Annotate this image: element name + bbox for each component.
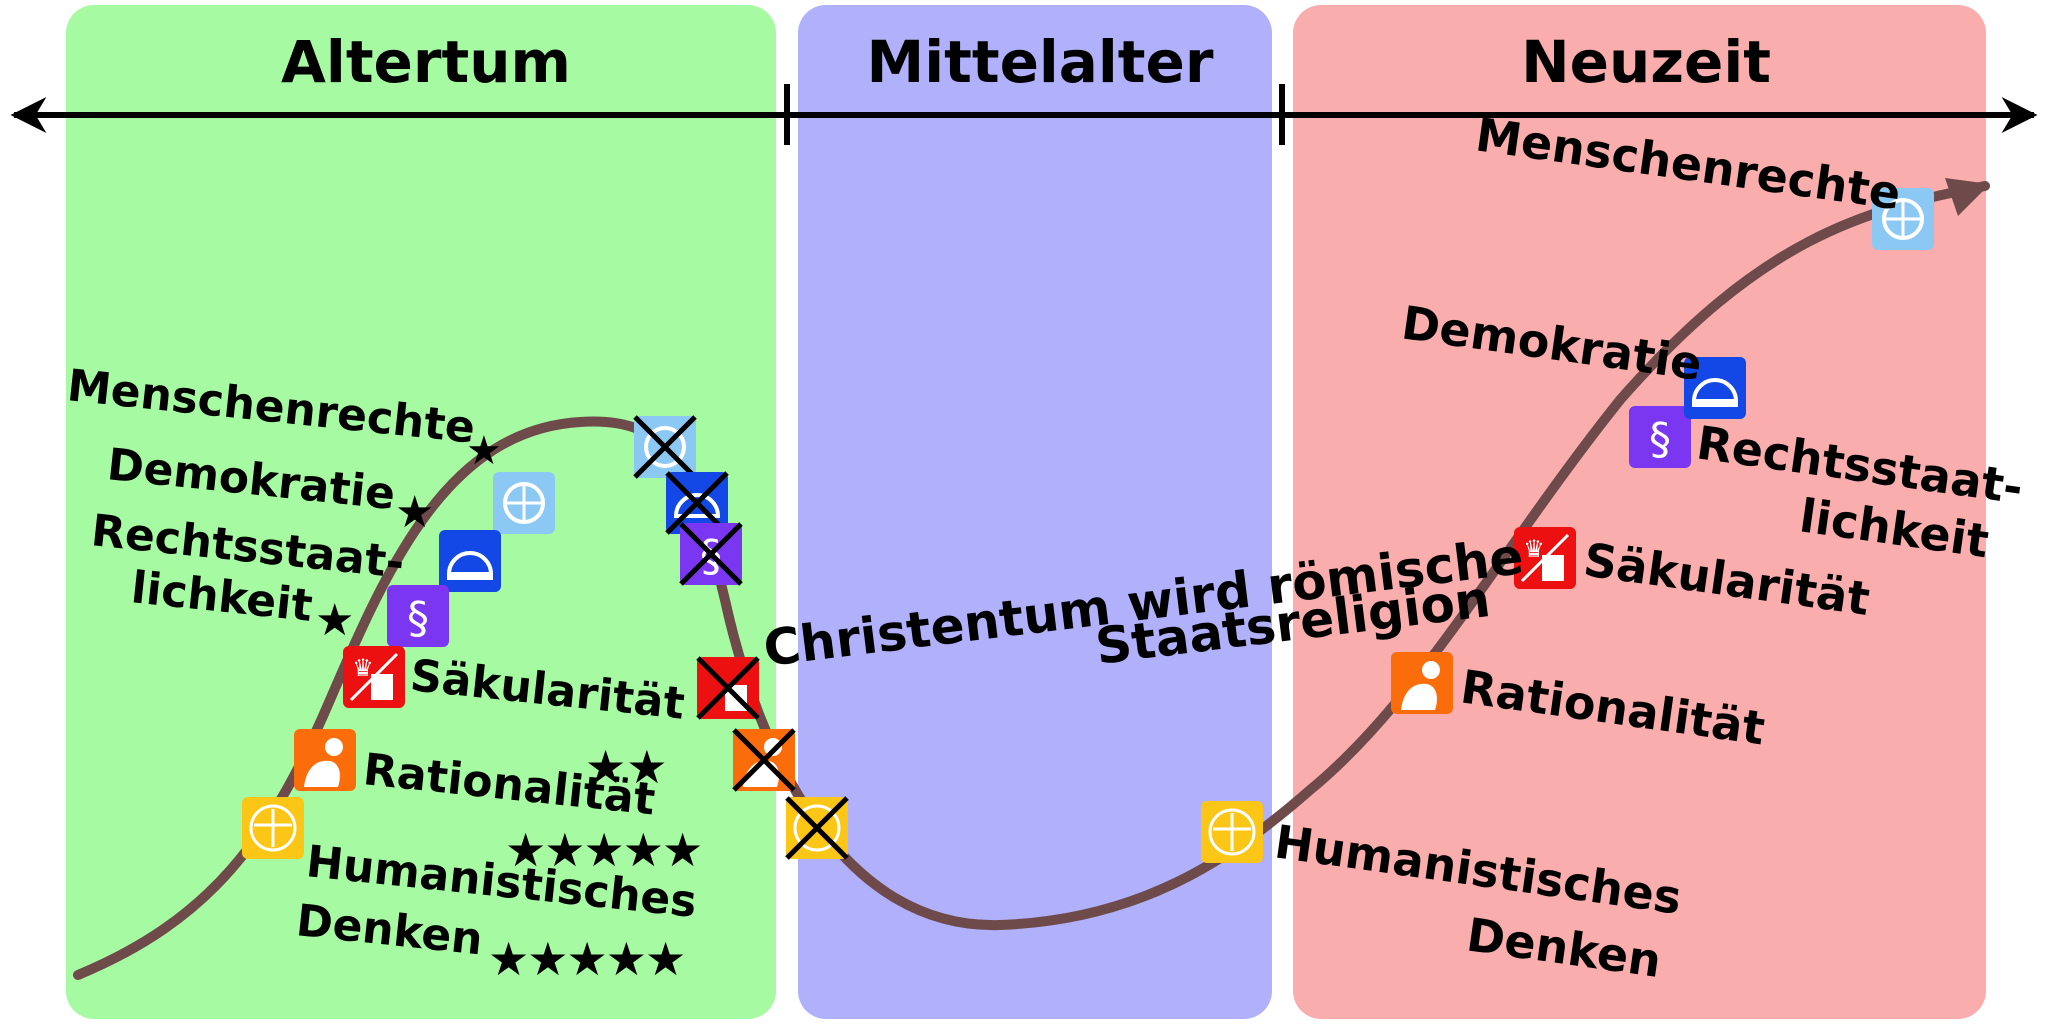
icon-parliament-antiquity — [439, 530, 501, 592]
icon-secular-antiquity: ♛ — [343, 646, 405, 708]
icon-rational-crossed — [733, 729, 795, 791]
icon-rational-antiquity — [294, 729, 356, 791]
icon-parliament-modern — [1684, 357, 1746, 419]
rating-antiquity-demokratie: ★ — [395, 487, 434, 538]
curve-arrowhead — [1945, 178, 1990, 216]
rating-antiquity-rationalitaet: ★★★★★ — [505, 823, 701, 877]
era-panel-neuzeit — [1293, 5, 1986, 1019]
icon-un-crossed — [634, 416, 696, 478]
rating-antiquity-menschenrechte: ★ — [466, 428, 502, 474]
svg-text:♛: ♛ — [1523, 535, 1545, 563]
icon-humanist-modern — [1201, 801, 1263, 863]
development-curve — [73, 181, 1990, 980]
icon-un-antiquity — [493, 472, 555, 534]
era-panel-mittelalter — [798, 5, 1272, 1019]
era-title-mittelalter: Mittelalter — [867, 28, 1214, 96]
era-title-altertum: Altertum — [281, 28, 571, 96]
icon-parliament-crossed — [666, 472, 728, 534]
rating-antiquity-rechtsstaat: ★ — [315, 595, 354, 646]
svg-text:♛: ♛ — [352, 654, 374, 682]
icon-humanist-antiquity — [242, 797, 304, 859]
rating-antiquity-humanistisch: ★★★★★ — [488, 932, 684, 986]
icon-law-antiquity: § — [387, 585, 449, 647]
icon-law-crossed: § — [680, 523, 742, 585]
icon-rational-modern — [1391, 652, 1453, 714]
rating-antiquity-saekularitaet: ★★ — [585, 740, 667, 794]
icon-secular-modern: ♛ — [1514, 527, 1576, 589]
icon-secular-crossed — [697, 657, 759, 719]
svg-text:§: § — [1649, 414, 1671, 465]
era-panel-altertum — [66, 5, 776, 1019]
svg-text:§: § — [407, 593, 429, 644]
era-title-neuzeit: Neuzeit — [1521, 28, 1771, 96]
icon-law-modern: § — [1629, 406, 1691, 468]
icon-humanist-crossed — [786, 797, 848, 859]
icon-un-modern — [1872, 188, 1934, 250]
